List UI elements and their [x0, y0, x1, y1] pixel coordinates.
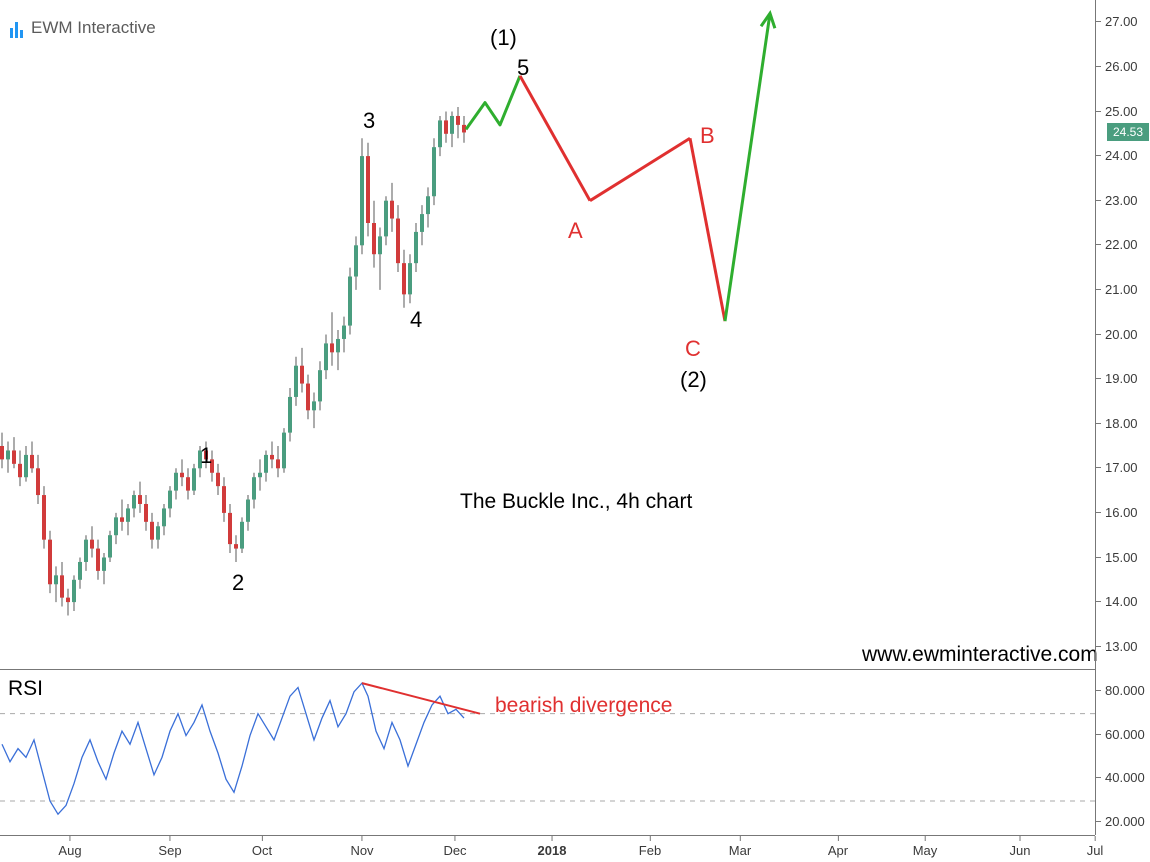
- price-chart: [0, 0, 1095, 669]
- time-tick: Apr: [828, 836, 848, 858]
- wave-label: (2): [680, 367, 707, 393]
- current-price-badge: 24.53: [1107, 123, 1149, 141]
- time-tick: Sep: [158, 836, 181, 858]
- time-tick: Mar: [729, 836, 751, 858]
- time-tick: Dec: [443, 836, 466, 858]
- rsi-tick: 40.000: [1096, 770, 1145, 785]
- logo-text: EWM Interactive: [31, 18, 156, 38]
- rsi-tick: 20.000: [1096, 814, 1145, 829]
- price-tick: 18.00: [1096, 416, 1138, 431]
- wave-label: C: [685, 336, 701, 362]
- time-tick: Feb: [639, 836, 661, 858]
- wave-label: 1: [200, 443, 212, 469]
- price-tick: 21.00: [1096, 282, 1138, 297]
- wave-label: (1): [490, 25, 517, 51]
- price-tick: 25.00: [1096, 104, 1138, 119]
- chart-title: The Buckle Inc., 4h chart: [460, 490, 692, 514]
- price-tick: 17.00: [1096, 460, 1138, 475]
- divergence-label: bearish divergence: [495, 694, 672, 718]
- chart-container: EWM Interactive 1 2 3 4 5(1) A B C (2) The Buckl…: [0, 0, 1150, 862]
- time-tick: Jul: [1087, 836, 1104, 858]
- wave-label: 4: [410, 307, 422, 333]
- time-x-axis: AugSepOctNovDec2018FebMarAprMayJunJul: [0, 835, 1095, 862]
- price-tick: 26.00: [1096, 59, 1138, 74]
- price-tick: 20.00: [1096, 327, 1138, 342]
- time-tick: Aug: [58, 836, 81, 858]
- rsi-label: RSI: [8, 677, 43, 701]
- rsi-tick: 60.000: [1096, 727, 1145, 742]
- price-tick: 14.00: [1096, 594, 1138, 609]
- rsi-tick: 80.000: [1096, 683, 1145, 698]
- logo-icon: [10, 18, 23, 38]
- time-tick: Jun: [1010, 836, 1031, 858]
- price-tick: 22.00: [1096, 237, 1138, 252]
- time-tick: 2018: [538, 836, 567, 858]
- wave-label: A: [568, 218, 583, 244]
- price-tick: 27.00: [1096, 14, 1138, 29]
- price-tick: 15.00: [1096, 550, 1138, 565]
- price-tick: 24.00: [1096, 148, 1138, 163]
- wave-label: 3: [363, 108, 375, 134]
- logo: EWM Interactive: [10, 18, 156, 38]
- time-tick: Nov: [350, 836, 373, 858]
- price-tick: 13.00: [1096, 639, 1138, 654]
- time-tick: May: [913, 836, 938, 858]
- wave-label: B: [700, 123, 715, 149]
- price-tick: 16.00: [1096, 505, 1138, 520]
- wave-label: 5: [517, 55, 529, 81]
- price-tick: 23.00: [1096, 193, 1138, 208]
- watermark-url: www.ewminteractive.com: [862, 643, 1098, 667]
- time-tick: Oct: [252, 836, 272, 858]
- price-tick: 19.00: [1096, 371, 1138, 386]
- wave-label: 2: [232, 570, 244, 596]
